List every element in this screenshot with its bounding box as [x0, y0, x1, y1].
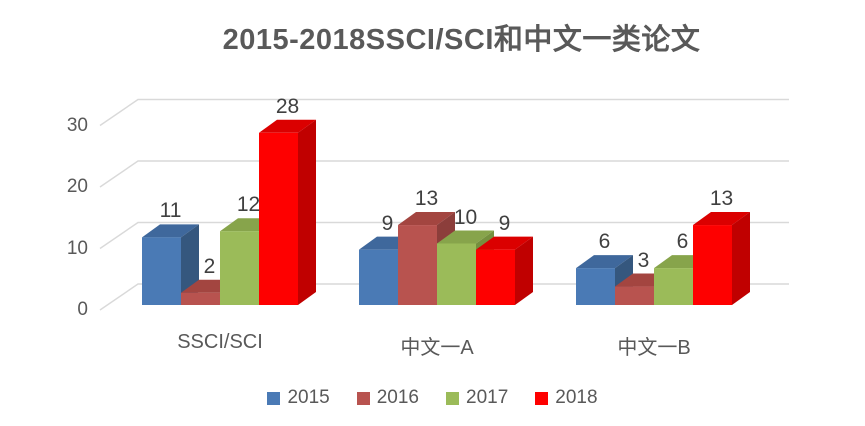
bar-value-label: 6: [598, 230, 611, 254]
bar-value-label: 2: [203, 254, 216, 278]
legend-swatch: [356, 391, 370, 405]
legend-swatch: [446, 391, 459, 405]
y-axis-tick-label: 10: [66, 237, 88, 259]
bar-value-label: 3: [637, 248, 650, 272]
category-label: SSCI/SCI: [177, 331, 263, 353]
gridline: [99, 98, 789, 127]
bar-value-label: 28: [275, 94, 300, 118]
bar-front-face: [576, 268, 615, 305]
bar-front-face: [437, 243, 476, 305]
legend-label: 2018: [555, 387, 598, 408]
legend-label: 2016: [376, 387, 419, 408]
bar-front-face: [398, 225, 437, 305]
bar-front-face: [142, 237, 181, 305]
bar-front-face: [476, 249, 515, 305]
bar-top-face: [693, 212, 750, 226]
bar-front-face: [615, 286, 654, 305]
legend-item: 2015: [267, 387, 330, 409]
bar-value-label: 13: [709, 187, 734, 211]
legend-swatch: [267, 391, 281, 405]
bar-front-face: [654, 268, 693, 305]
bar-front-face: [359, 249, 398, 305]
bar-value-label: 6: [676, 230, 689, 254]
legend-item: 2016: [356, 387, 419, 409]
bar-front-face: [693, 225, 732, 305]
y-axis-tick-label: 30: [66, 114, 88, 136]
bar-value-label: 13: [414, 187, 439, 211]
gridline: [99, 221, 789, 250]
bar-value-label: 12: [236, 193, 261, 217]
legend-item: 2018: [535, 387, 598, 409]
y-axis-tick-label: 20: [66, 176, 88, 197]
bar-top-face: [576, 255, 633, 269]
bar-value-label: 10: [453, 205, 478, 229]
bar-top-face: [476, 236, 533, 250]
legend-label: 2015: [287, 387, 330, 408]
bar-front-face: [259, 132, 298, 305]
bar-top-face: [437, 230, 494, 244]
chart-legend: 2015 2016 2017 2018: [0, 387, 865, 409]
bar-top-face: [259, 119, 316, 133]
bar-side-face: [298, 119, 316, 305]
bar-value-label: 11: [159, 199, 182, 223]
bar-value-label: 9: [381, 211, 394, 235]
bar-side-face: [515, 236, 533, 305]
bar-value-label: 9: [498, 211, 511, 235]
bar-front-face: [220, 231, 259, 305]
bar-top-face: [398, 212, 455, 226]
bar-top-face: [142, 224, 199, 238]
y-axis-tick-label: 0: [77, 299, 88, 320]
category-label: 中文一B: [617, 337, 691, 359]
bar-side-face: [732, 212, 750, 305]
legend-swatch: [535, 391, 549, 405]
legend-label: 2017: [466, 387, 509, 408]
gridline: [99, 283, 789, 311]
category-label: 中文一A: [400, 337, 474, 359]
legend-item: 2017: [446, 387, 508, 409]
bar-front-face: [181, 292, 220, 305]
gridline: [99, 160, 789, 188]
chart-title: 2015-2018SSCI/SCI和中文一类论文: [222, 24, 701, 56]
